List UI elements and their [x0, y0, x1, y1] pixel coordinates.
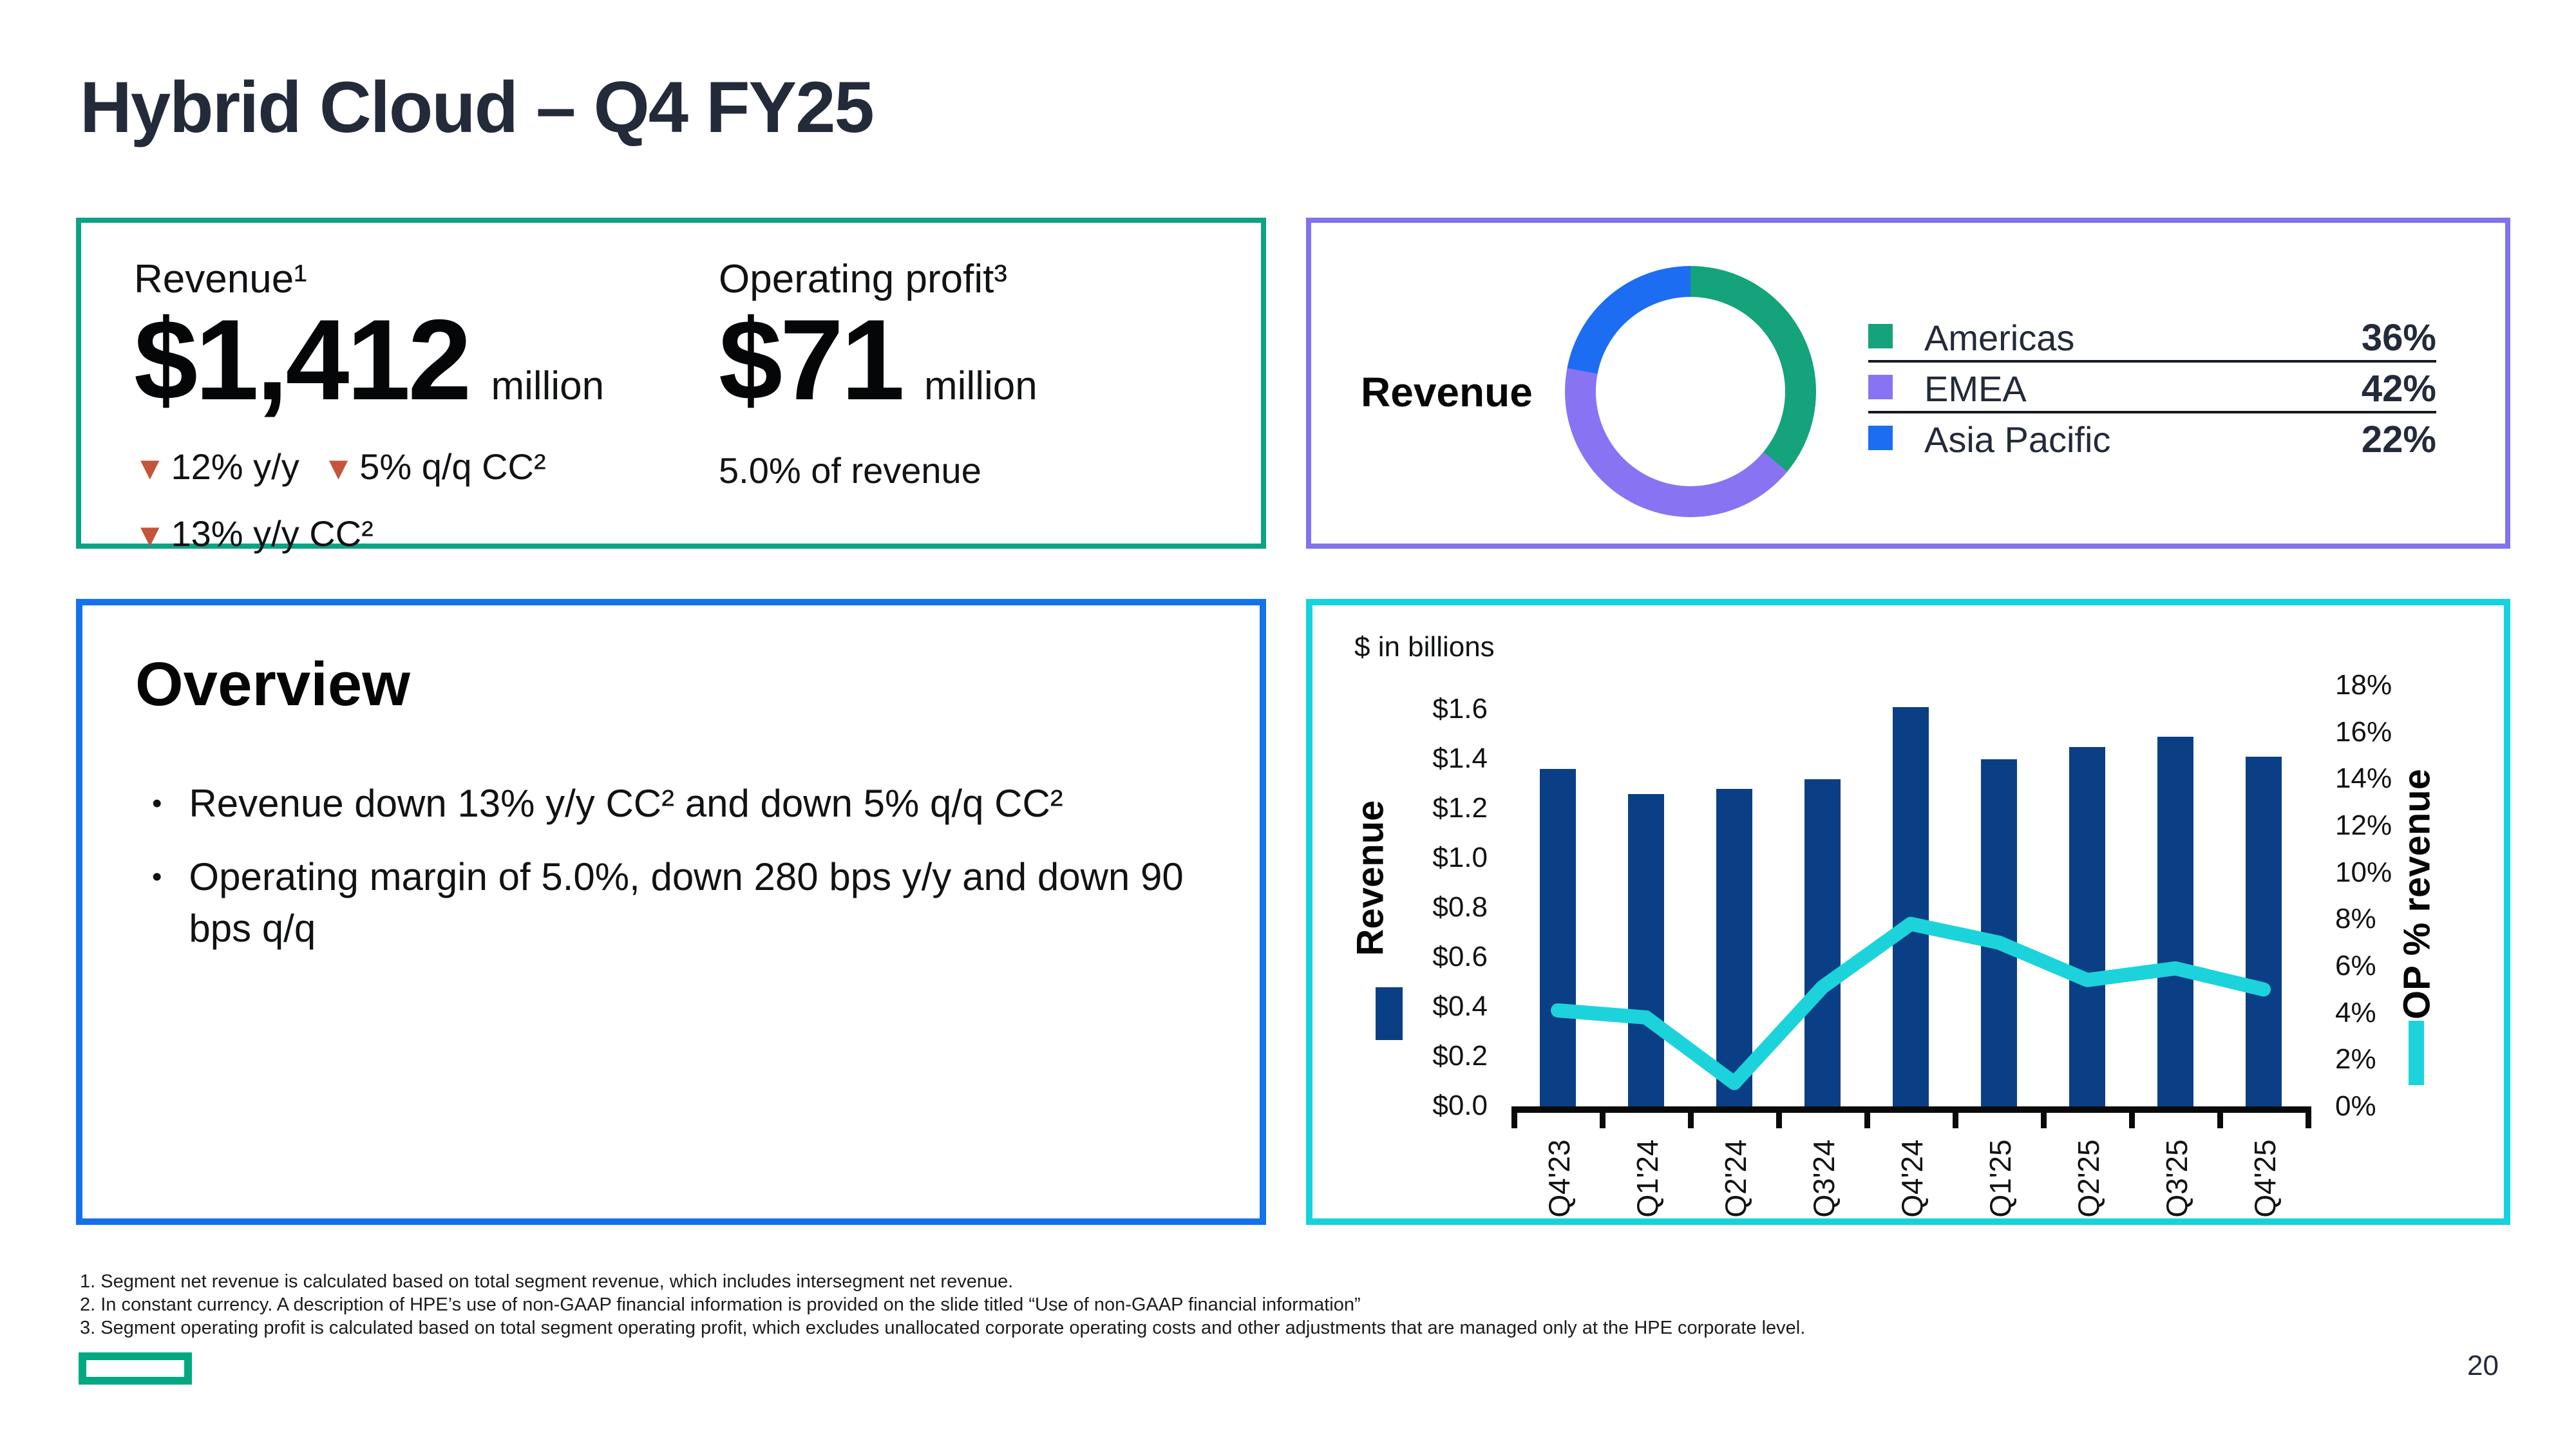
revenue-value-row: $1,412 million	[134, 296, 605, 424]
revenue-delta-qq: ▼ 5% q/q CC²	[323, 446, 546, 488]
footnote-1: 1. Segment net revenue is calculated bas…	[80, 1271, 1014, 1292]
legend-label-americas: Americas	[1924, 317, 2075, 358]
right-axis-tick-label: 10%	[2335, 856, 2392, 888]
x-axis-tick	[2305, 1106, 2311, 1128]
operating-profit-subtext: 5.0% of revenue	[719, 450, 981, 491]
operating-profit-unit: million	[924, 364, 1037, 408]
revenue-delta-yy-cc: ▼ 13% y/y CC²	[134, 513, 374, 554]
revenue-trend-panel: $ in billions Revenue OP % revenue $1.6 $…	[1306, 599, 2510, 1225]
footnote-2: 2. In constant currency. A description o…	[80, 1294, 1361, 1315]
down-arrow-icon: ▼	[134, 450, 166, 486]
overview-bullet-1-text: Revenue down 13% y/y CC² and down 5% q/q…	[189, 782, 1063, 825]
left-axis-tick-label: $0.0	[1432, 1090, 1488, 1121]
revenue-delta-yy-text: 12% y/y	[171, 446, 299, 487]
chart-canvas: $1.6 $1.4 $1.2 $1.0 $0.8 $0.6 $0.4 $0.2 $0.0 18% 1…	[1312, 605, 2504, 1218]
revenue-deltas-row-1: ▼ 12% y/y ▼ 5% q/q CC²	[134, 446, 546, 488]
x-axis-tick	[1511, 1106, 1517, 1128]
revenue-mix-label: Revenue	[1361, 369, 1533, 415]
legend-value-emea: 42%	[2361, 368, 2436, 410]
x-axis-line	[1511, 1106, 2311, 1113]
right-axis-tick-label: 2%	[2335, 1043, 2376, 1075]
revenue-delta-yy-cc-text: 13% y/y CC²	[171, 513, 374, 554]
legend-divider	[1868, 360, 2436, 363]
revenue-mix-donut-chart	[1565, 266, 1816, 517]
revenue-bar	[1804, 779, 1841, 1106]
left-axis-tick-label: $0.4	[1432, 990, 1488, 1022]
revenue-bar	[1540, 769, 1576, 1106]
right-axis-tick-label: 18%	[2335, 669, 2392, 701]
hpe-logo	[79, 1352, 192, 1385]
revenue-bar	[2157, 737, 2193, 1106]
bar-series-swatch-icon	[1376, 987, 1403, 1040]
legend-label-emea: EMEA	[1924, 368, 2027, 409]
x-axis-tick	[2217, 1106, 2223, 1128]
x-axis-tick	[2128, 1106, 2135, 1128]
right-axis-tick-label: 8%	[2335, 903, 2376, 935]
operating-profit-label: Operating profit³	[719, 257, 1007, 301]
revenue-deltas-row-2: ▼ 13% y/y CC²	[134, 513, 374, 554]
revenue-unit: million	[491, 364, 605, 408]
right-axis-tick-label: 16%	[2335, 715, 2392, 748]
overview-bullet-2-text: Operating margin of 5.0%, down 280 bps y…	[189, 855, 1184, 950]
left-axis-tick-label: $1.0	[1432, 842, 1488, 873]
overview-bullet-2: • Operating margin of 5.0%, down 280 bps…	[152, 851, 1245, 954]
left-axis-tick-label: $0.6	[1432, 941, 1488, 972]
revenue-bar	[2246, 757, 2282, 1106]
right-axis-tick-label: 14%	[2335, 762, 2392, 795]
revenue-delta-qq-text: 5% q/q CC²	[359, 446, 546, 487]
revenue-mix-panel: Revenue Americas 36% EMEA 42% Asia Pacif…	[1306, 218, 2510, 549]
footnotes: 1. Segment net revenue is calculated bas…	[80, 1270, 1805, 1340]
revenue-bar	[1716, 789, 1752, 1106]
page-number: 20	[2467, 1350, 2499, 1381]
footnote-3: 3. Segment operating profit is calculate…	[80, 1318, 1806, 1338]
x-axis-tick	[2040, 1106, 2047, 1128]
revenue-delta-yy: ▼ 12% y/y	[134, 446, 299, 488]
bullet-icon: •	[152, 788, 162, 819]
legend-divider	[1868, 411, 2436, 413]
revenue-bar	[1628, 794, 1664, 1106]
left-axis-tick-label: $0.8	[1432, 891, 1488, 923]
revenue-label: Revenue¹	[134, 257, 307, 301]
x-axis-tick	[1776, 1106, 1782, 1128]
right-axis-tick-label: 12%	[2335, 809, 2392, 841]
americas-swatch-icon	[1868, 324, 1893, 348]
legend-value-americas: 36%	[2361, 317, 2436, 359]
metrics-panel: Revenue¹ $1,412 million ▼ 12% y/y ▼ 5% q…	[76, 218, 1266, 554]
right-axis-tick-label: 0%	[2335, 1090, 2376, 1122]
asia-pacific-swatch-icon	[1868, 426, 1893, 450]
overview-heading: Overview	[135, 650, 410, 719]
left-axis-tick-label: $1.4	[1432, 743, 1488, 774]
x-axis-tick	[1687, 1106, 1694, 1128]
line-series-swatch-icon	[2409, 1021, 2424, 1085]
left-axis-tick-label: $1.6	[1432, 693, 1488, 724]
operating-profit-value: $71	[719, 296, 905, 424]
legend-value-asia-pacific: 22%	[2361, 419, 2436, 460]
revenue-bar	[1893, 707, 1929, 1106]
right-axis-tick-label: 6%	[2335, 949, 2376, 981]
down-arrow-icon: ▼	[134, 517, 166, 553]
left-axis-tick-label: $1.2	[1432, 792, 1488, 824]
left-axis-tick-label: $0.2	[1432, 1040, 1488, 1072]
operating-profit-value-row: $71 million	[719, 296, 1037, 424]
op-percent-line	[1551, 916, 2271, 1090]
overview-bullet-1: • Revenue down 13% y/y CC² and down 5% q…	[152, 778, 1245, 829]
bullet-icon: •	[152, 861, 162, 893]
x-axis-tick	[1599, 1106, 1605, 1128]
down-arrow-icon: ▼	[322, 450, 355, 486]
revenue-value: $1,412	[134, 296, 471, 424]
x-axis-tick	[1864, 1106, 1870, 1128]
revenue-bar	[2069, 747, 2105, 1106]
emea-swatch-icon	[1868, 375, 1893, 399]
page-title: Hybrid Cloud – Q4 FY25	[80, 67, 875, 147]
chart-units-label: $ in billions	[1354, 631, 1495, 663]
legend-label-asia-pacific: Asia Pacific	[1924, 419, 2111, 460]
overview-panel: Overview • Revenue down 13% y/y CC² and …	[76, 599, 1266, 1225]
right-axis-tick-label: 4%	[2335, 996, 2376, 1028]
x-axis-tick	[1952, 1106, 1958, 1128]
